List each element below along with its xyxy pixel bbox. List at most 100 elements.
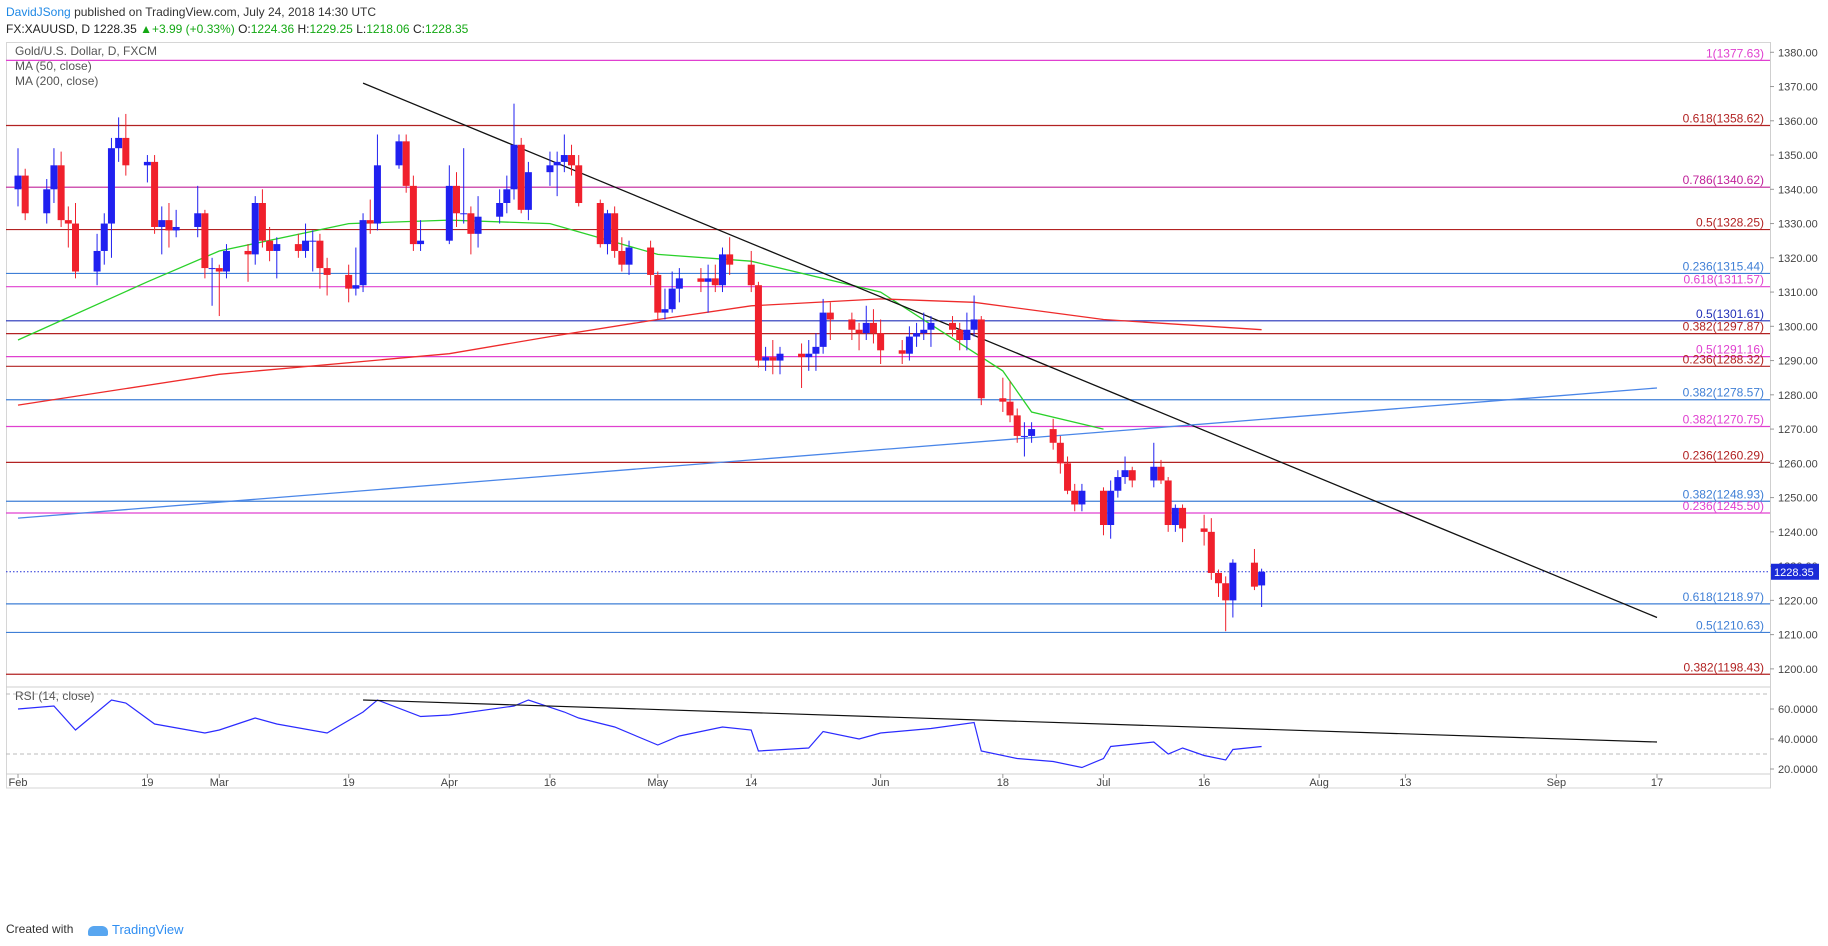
candle xyxy=(100,213,108,265)
fib-level-label: 0.382(1278.57) xyxy=(1683,386,1764,400)
high-value: 1229.25 xyxy=(309,22,353,36)
candle-body xyxy=(956,329,964,341)
candle-body xyxy=(575,165,583,203)
candle xyxy=(603,209,611,255)
candle xyxy=(222,244,230,279)
candle xyxy=(697,268,705,293)
rsi-tick-label: 60.0000 xyxy=(1778,704,1818,716)
fib-level-label: 0.382(1297.87) xyxy=(1683,320,1764,334)
candle xyxy=(316,233,324,289)
candle xyxy=(1258,568,1266,608)
candle xyxy=(661,288,669,320)
candle-body xyxy=(1006,401,1014,416)
low-value: 1218.06 xyxy=(366,22,410,36)
tradingview-logo[interactable]: TradingView xyxy=(88,922,184,937)
price-tick-label: 1320.00 xyxy=(1778,253,1818,265)
candle-body xyxy=(553,161,561,166)
candle-body xyxy=(798,353,806,358)
candle-body xyxy=(848,319,856,330)
time-tick-label: Feb xyxy=(9,777,28,789)
candle xyxy=(927,316,935,347)
candle-body xyxy=(718,254,726,286)
candle-body xyxy=(1164,480,1172,525)
candle xyxy=(769,340,777,375)
price-chart-svg[interactable]: 1(1377.63) 0.618(1358.62) 0.786(1340.62) 0.… xyxy=(6,42,1828,920)
fib-level-label: 0.5(1328.25) xyxy=(1696,216,1764,230)
candle xyxy=(510,103,518,200)
candle xyxy=(453,172,461,227)
candle xyxy=(151,155,159,234)
candle-body xyxy=(869,322,877,334)
candle xyxy=(596,199,604,248)
price-tick-label: 1200.00 xyxy=(1778,664,1818,676)
candle-body xyxy=(905,336,913,354)
ma200-line xyxy=(17,298,1262,406)
candle-body xyxy=(1150,466,1158,481)
candle-body xyxy=(762,357,770,361)
candle xyxy=(1157,459,1165,484)
published-text: published on TradingView.com, July 24, 2… xyxy=(74,5,377,19)
candle-body xyxy=(409,185,417,245)
price-tick-label: 1270.00 xyxy=(1778,424,1818,436)
price-tick-label: 1330.00 xyxy=(1778,219,1818,231)
fib-level-label: 0.5(1210.63) xyxy=(1696,618,1764,632)
publisher-name[interactable]: DavidJSong xyxy=(6,5,71,19)
candle-body xyxy=(323,268,331,275)
candle-body xyxy=(345,274,353,289)
candle-body xyxy=(977,319,985,399)
candle-body xyxy=(1114,477,1122,491)
candle xyxy=(1207,518,1215,580)
candle xyxy=(143,155,151,183)
candle-body xyxy=(560,155,568,162)
candle xyxy=(611,206,619,258)
candle-body xyxy=(568,155,576,166)
candle-body xyxy=(970,319,978,330)
chart-area[interactable]: 1(1377.63) 0.618(1358.62) 0.786(1340.62) 0.… xyxy=(6,42,1828,920)
candle xyxy=(776,346,784,375)
candle-body xyxy=(862,322,870,334)
candle-body xyxy=(402,141,410,186)
up-arrow-icon: ▲ xyxy=(140,22,152,36)
candle-body xyxy=(21,175,29,214)
candle-body xyxy=(754,285,762,361)
candle-body xyxy=(143,161,151,166)
fib-level-label: 0.382(1198.43) xyxy=(1683,660,1764,674)
candle xyxy=(64,206,72,248)
candle-body xyxy=(1157,466,1165,481)
candle-body xyxy=(93,250,101,272)
chart-frame xyxy=(6,42,1771,789)
publish-line: DavidJSong published on TradingView.com,… xyxy=(6,5,376,19)
candle-body xyxy=(122,137,130,166)
candle xyxy=(1028,422,1036,443)
candle-body xyxy=(50,165,58,190)
candle xyxy=(1222,576,1230,632)
legend-ma50: MA (50, close) xyxy=(15,59,92,73)
candle-body xyxy=(611,213,619,251)
candle-body xyxy=(100,223,108,251)
candle xyxy=(546,151,554,186)
time-tick-label: 16 xyxy=(1198,777,1210,789)
candle xyxy=(869,309,877,344)
candle xyxy=(668,271,676,313)
time-tick-label: Jun xyxy=(872,777,890,789)
candle-body xyxy=(747,264,755,286)
time-tick-label: May xyxy=(647,777,668,789)
candle-body xyxy=(819,312,827,347)
legend-rsi: RSI (14, close) xyxy=(15,689,94,703)
candle-body xyxy=(352,285,360,289)
candle-body xyxy=(445,185,453,241)
candle-body xyxy=(675,278,683,289)
candle xyxy=(258,189,266,248)
price-tick-label: 1300.00 xyxy=(1778,321,1818,333)
candle xyxy=(445,165,453,245)
candle-body xyxy=(1128,470,1136,481)
chart-legend: Gold/U.S. Dollar, D, FXCM MA (50, close)… xyxy=(15,44,157,703)
price-tick-label: 1310.00 xyxy=(1778,287,1818,299)
candle-body xyxy=(172,226,180,231)
candle-body xyxy=(72,223,80,272)
candle xyxy=(496,189,504,224)
candle-body xyxy=(366,220,374,224)
candle-body xyxy=(222,250,230,272)
candle-body xyxy=(1200,528,1208,532)
candle-body xyxy=(1013,415,1021,436)
